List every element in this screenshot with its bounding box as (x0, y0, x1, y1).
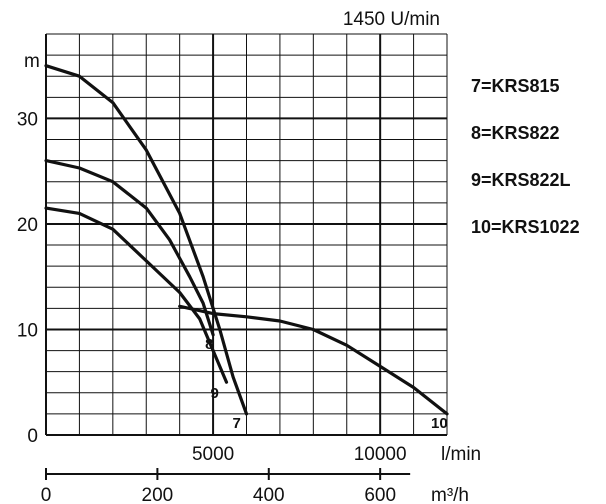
x-tick-label-m3h: 600 (364, 485, 396, 504)
curve-label-9: 9 (210, 385, 218, 402)
curve-9 (44, 206, 229, 384)
legend-entry-9: 9=KRS822L (471, 170, 571, 190)
chart-curves (44, 64, 449, 416)
curve-label-7: 7 (233, 415, 241, 432)
legend-entry-7: 7=KRS815 (471, 76, 560, 96)
curve-10 (178, 304, 449, 416)
chart-title: 1450 U/min (343, 9, 440, 30)
curve-8 (44, 159, 215, 337)
x-axis-label-primary: l/min (441, 444, 481, 465)
x-axis-label-secondary: m³/h (431, 485, 469, 504)
curve-7 (44, 64, 249, 416)
x-tick-label-m3h: 0 (41, 485, 52, 504)
x-tick-label-m3h: 200 (142, 485, 174, 504)
y-tick-label: 20 (17, 215, 38, 236)
chart-labels: 7 8 9 10 (205, 336, 448, 432)
y-tick-label: 10 (17, 320, 38, 341)
x-tick-label-lmin: 10000 (354, 444, 407, 465)
legend-entry-10: 10=KRS1022 (471, 217, 580, 237)
legend-entry-8: 8=KRS822 (471, 123, 560, 143)
chart-axes: 0 10 20 30 5000 10000 0 200 400 600 (17, 34, 447, 504)
chart-grid (45, 33, 448, 436)
y-tick-label: 0 (27, 426, 38, 447)
curve-label-10: 10 (431, 415, 448, 432)
x-tick-label-lmin: 5000 (192, 444, 234, 465)
y-axis-label: m (24, 51, 40, 72)
legend: 7=KRS815 8=KRS822 9=KRS822L 10=KRS1022 (471, 76, 580, 237)
curve-label-8: 8 (205, 336, 213, 353)
y-tick-label: 30 (17, 109, 38, 130)
x-tick-label-m3h: 400 (253, 485, 285, 504)
